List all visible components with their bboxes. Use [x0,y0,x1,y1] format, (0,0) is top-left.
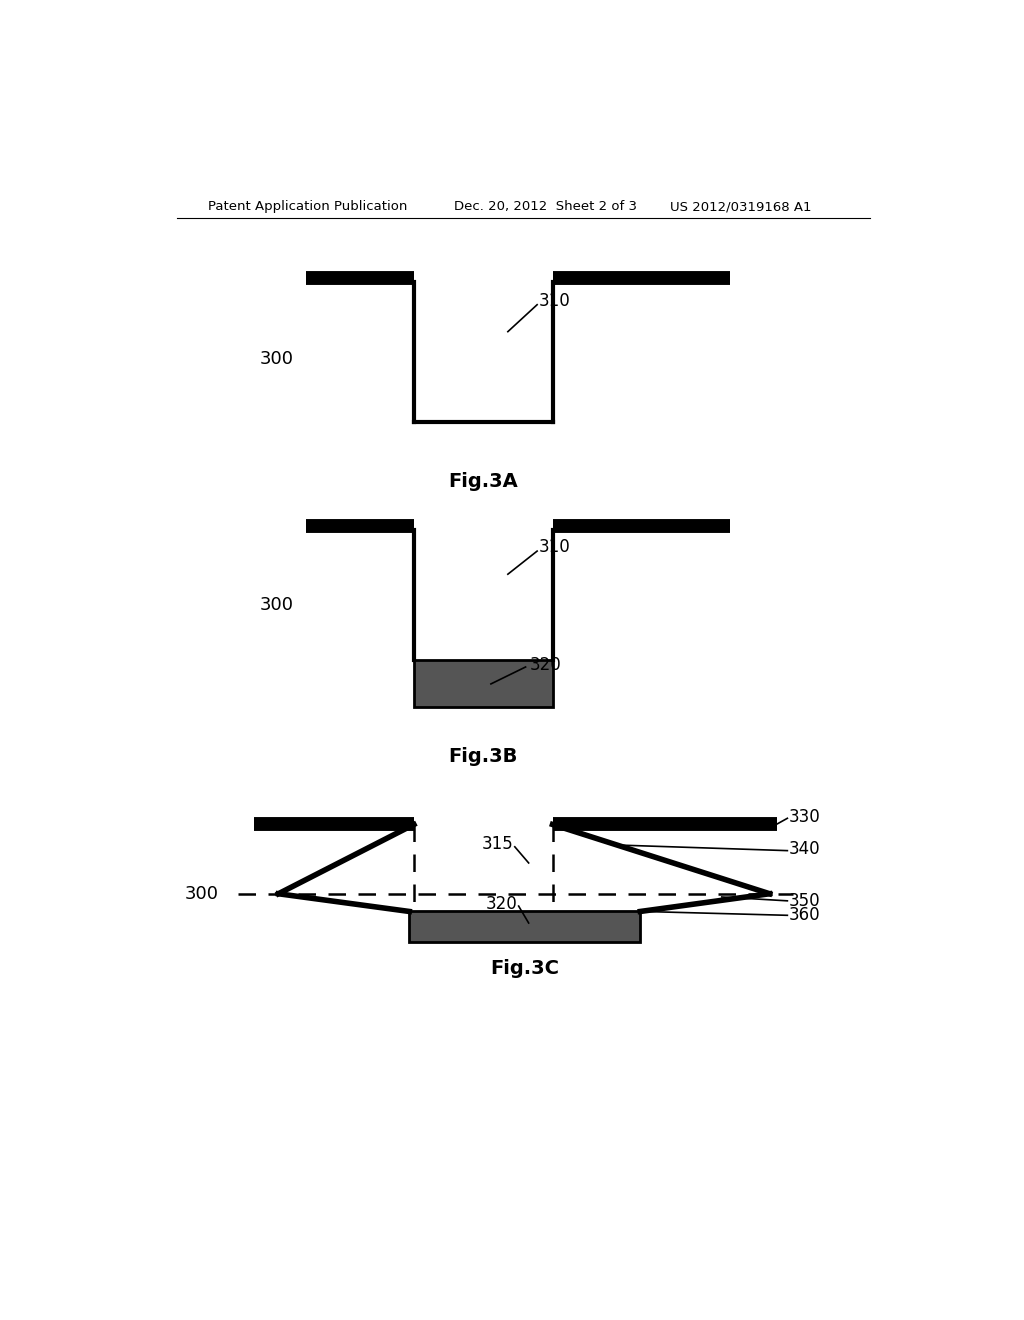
Text: Dec. 20, 2012  Sheet 2 of 3: Dec. 20, 2012 Sheet 2 of 3 [454,201,637,214]
Text: 360: 360 [788,907,820,924]
Text: 300: 300 [260,597,294,614]
Text: US 2012/0319168 A1: US 2012/0319168 A1 [670,201,811,214]
Text: 340: 340 [788,840,820,858]
Text: Patent Application Publication: Patent Application Publication [208,201,407,214]
Text: 300: 300 [260,350,294,367]
Text: 315: 315 [481,834,513,853]
Bar [410,911,640,942]
Text: 320: 320 [529,656,561,673]
Text: Fig.3B: Fig.3B [449,747,518,766]
Bar [414,660,553,708]
Text: 320: 320 [485,895,517,912]
Text: Fig.3A: Fig.3A [449,473,518,491]
Text: 350: 350 [788,892,820,909]
Text: 310: 310 [539,292,570,310]
Text: 310: 310 [539,539,570,556]
Text: Fig.3C: Fig.3C [490,958,559,978]
Text: 330: 330 [788,808,820,826]
Text: 300: 300 [185,884,219,903]
